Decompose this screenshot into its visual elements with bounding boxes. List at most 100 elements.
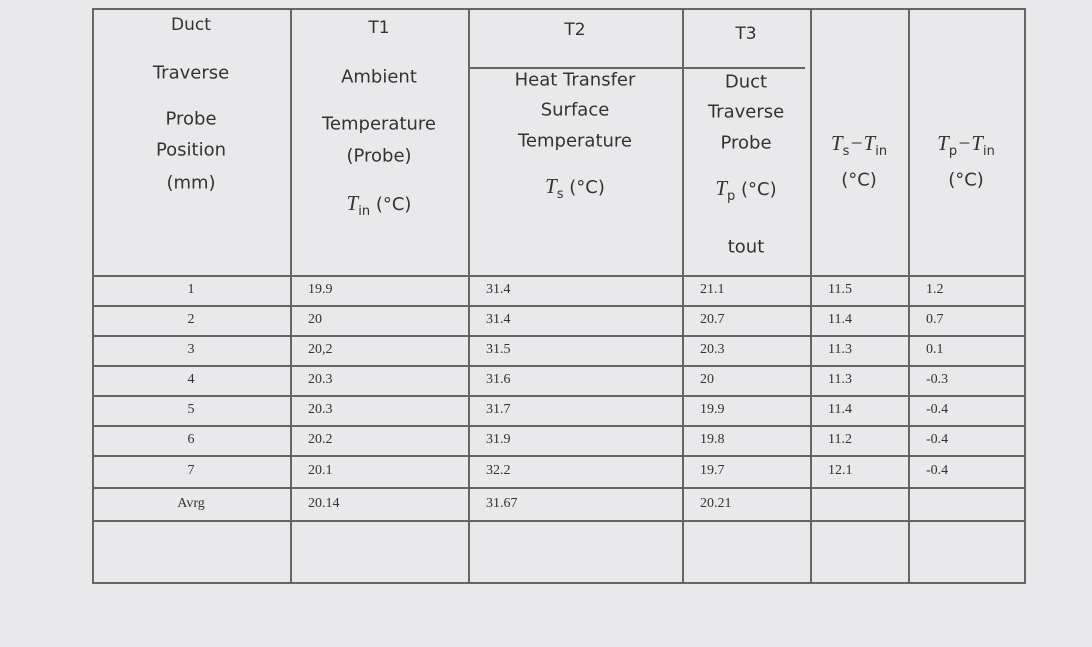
subscript: in bbox=[982, 143, 995, 159]
symbol-label: Ts (°C) bbox=[545, 174, 605, 202]
table-cell: 19.8 bbox=[700, 432, 725, 447]
table-cell: 2 bbox=[187, 312, 195, 327]
table-cell: 20.14 bbox=[308, 495, 340, 511]
header-note: tout bbox=[727, 236, 765, 258]
header-text: (mm) bbox=[166, 172, 216, 194]
table-cell: 4 bbox=[187, 372, 195, 387]
header-text: Ambient bbox=[341, 66, 417, 88]
column-border bbox=[92, 8, 94, 582]
header-text: Duct bbox=[724, 71, 768, 93]
symbol-label: Tp (°C) bbox=[715, 176, 776, 204]
column-border bbox=[1024, 8, 1026, 582]
row-border bbox=[92, 275, 1026, 277]
table-cell: 3 bbox=[187, 342, 195, 357]
row-border bbox=[92, 395, 1026, 397]
header-text: Position bbox=[155, 139, 227, 161]
table-cell: 32.2 bbox=[486, 463, 511, 478]
table-cell: 31.7 bbox=[486, 402, 511, 417]
header-text: (Probe) bbox=[346, 145, 412, 167]
table-cell: 1.2 bbox=[926, 282, 944, 297]
row-border bbox=[92, 487, 1026, 489]
table-cell: Avrg bbox=[177, 495, 205, 511]
table-cell: 31.4 bbox=[486, 312, 511, 327]
header-text: Probe bbox=[720, 132, 772, 154]
header-text: Temperature bbox=[517, 130, 633, 152]
table-cell: -0.4 bbox=[926, 402, 949, 417]
table-cell: 31.67 bbox=[486, 495, 518, 511]
symbol: T bbox=[346, 191, 359, 216]
table-cell: 11.2 bbox=[828, 432, 852, 447]
row-border bbox=[92, 582, 1026, 584]
table-cell: 31.9 bbox=[486, 432, 511, 447]
header-text: Heat Transfer bbox=[514, 69, 636, 91]
row-border bbox=[92, 8, 1026, 10]
table-cell: 20.7 bbox=[700, 312, 725, 327]
table-cell: 20 bbox=[700, 372, 714, 387]
operator: − bbox=[849, 131, 864, 156]
table-cell: 12.1 bbox=[828, 463, 853, 478]
table-cell: 11.4 bbox=[828, 312, 852, 327]
column-label: T3 bbox=[735, 24, 757, 44]
table-cell: 11.3 bbox=[828, 342, 852, 357]
column-border bbox=[682, 8, 684, 582]
symbol: T bbox=[830, 131, 843, 156]
table-cell: 20.1 bbox=[308, 463, 333, 478]
formula: Ts−Tin bbox=[831, 131, 887, 159]
subscript: s bbox=[842, 143, 850, 159]
table-cell: 20.3 bbox=[308, 372, 333, 387]
unit: (°C) bbox=[569, 177, 605, 199]
symbol: T bbox=[715, 176, 728, 201]
column-border bbox=[908, 8, 910, 582]
table-cell: 5 bbox=[187, 402, 195, 417]
row-border bbox=[92, 335, 1026, 337]
column-border bbox=[810, 8, 812, 582]
table-cell: 11.4 bbox=[828, 402, 852, 417]
header-text: Surface bbox=[540, 99, 610, 121]
symbol: T bbox=[971, 131, 983, 156]
symbol: T bbox=[545, 174, 557, 199]
column-label: T2 bbox=[564, 20, 586, 40]
column-label: Duct bbox=[171, 15, 211, 35]
header-text: Traverse bbox=[707, 101, 785, 123]
table-cell: 31.6 bbox=[486, 372, 511, 387]
unit: (°C) bbox=[375, 194, 412, 216]
table-cell: 6 bbox=[187, 432, 195, 447]
subscript: in bbox=[875, 143, 888, 159]
table-cell: -0.4 bbox=[926, 432, 949, 447]
table-cell: 11.5 bbox=[828, 282, 852, 297]
unit: (°C) bbox=[741, 179, 777, 201]
header-divider bbox=[468, 67, 805, 69]
table-cell: 0.1 bbox=[926, 342, 944, 357]
table-cell: 19.9 bbox=[308, 282, 333, 297]
table-cell: 7 bbox=[187, 463, 195, 478]
column-border bbox=[290, 8, 292, 582]
subscript: in bbox=[358, 203, 371, 219]
operator: − bbox=[957, 131, 972, 156]
symbol-label: Tin (°C) bbox=[347, 191, 412, 219]
row-border bbox=[92, 455, 1026, 457]
table-cell: -0.3 bbox=[926, 372, 949, 387]
unit: (°C) bbox=[948, 169, 984, 191]
symbol: T bbox=[937, 131, 949, 156]
subscript: p bbox=[727, 188, 736, 204]
table-cell: 20.2 bbox=[308, 432, 333, 447]
column-label: T1 bbox=[368, 18, 390, 38]
unit: (°C) bbox=[841, 169, 877, 191]
table-cell: 11.3 bbox=[828, 372, 852, 387]
header-text: Temperature bbox=[321, 113, 437, 135]
table-cell: 0.7 bbox=[926, 312, 944, 327]
table-cell: 19.7 bbox=[700, 463, 725, 478]
table-cell: 31.4 bbox=[486, 282, 511, 297]
row-border bbox=[92, 365, 1026, 367]
table-cell: 31.5 bbox=[486, 342, 511, 357]
table-cell: 21.1 bbox=[700, 282, 725, 297]
table-cell: 20 bbox=[308, 312, 322, 327]
row-border bbox=[92, 425, 1026, 427]
table-cell: -0.4 bbox=[926, 463, 949, 478]
header-text: Traverse bbox=[152, 62, 230, 84]
table-cell: 20,2 bbox=[308, 342, 333, 357]
table-cell: 1 bbox=[187, 282, 195, 297]
subscript: s bbox=[556, 186, 564, 202]
table-cell: 20.3 bbox=[700, 342, 725, 357]
